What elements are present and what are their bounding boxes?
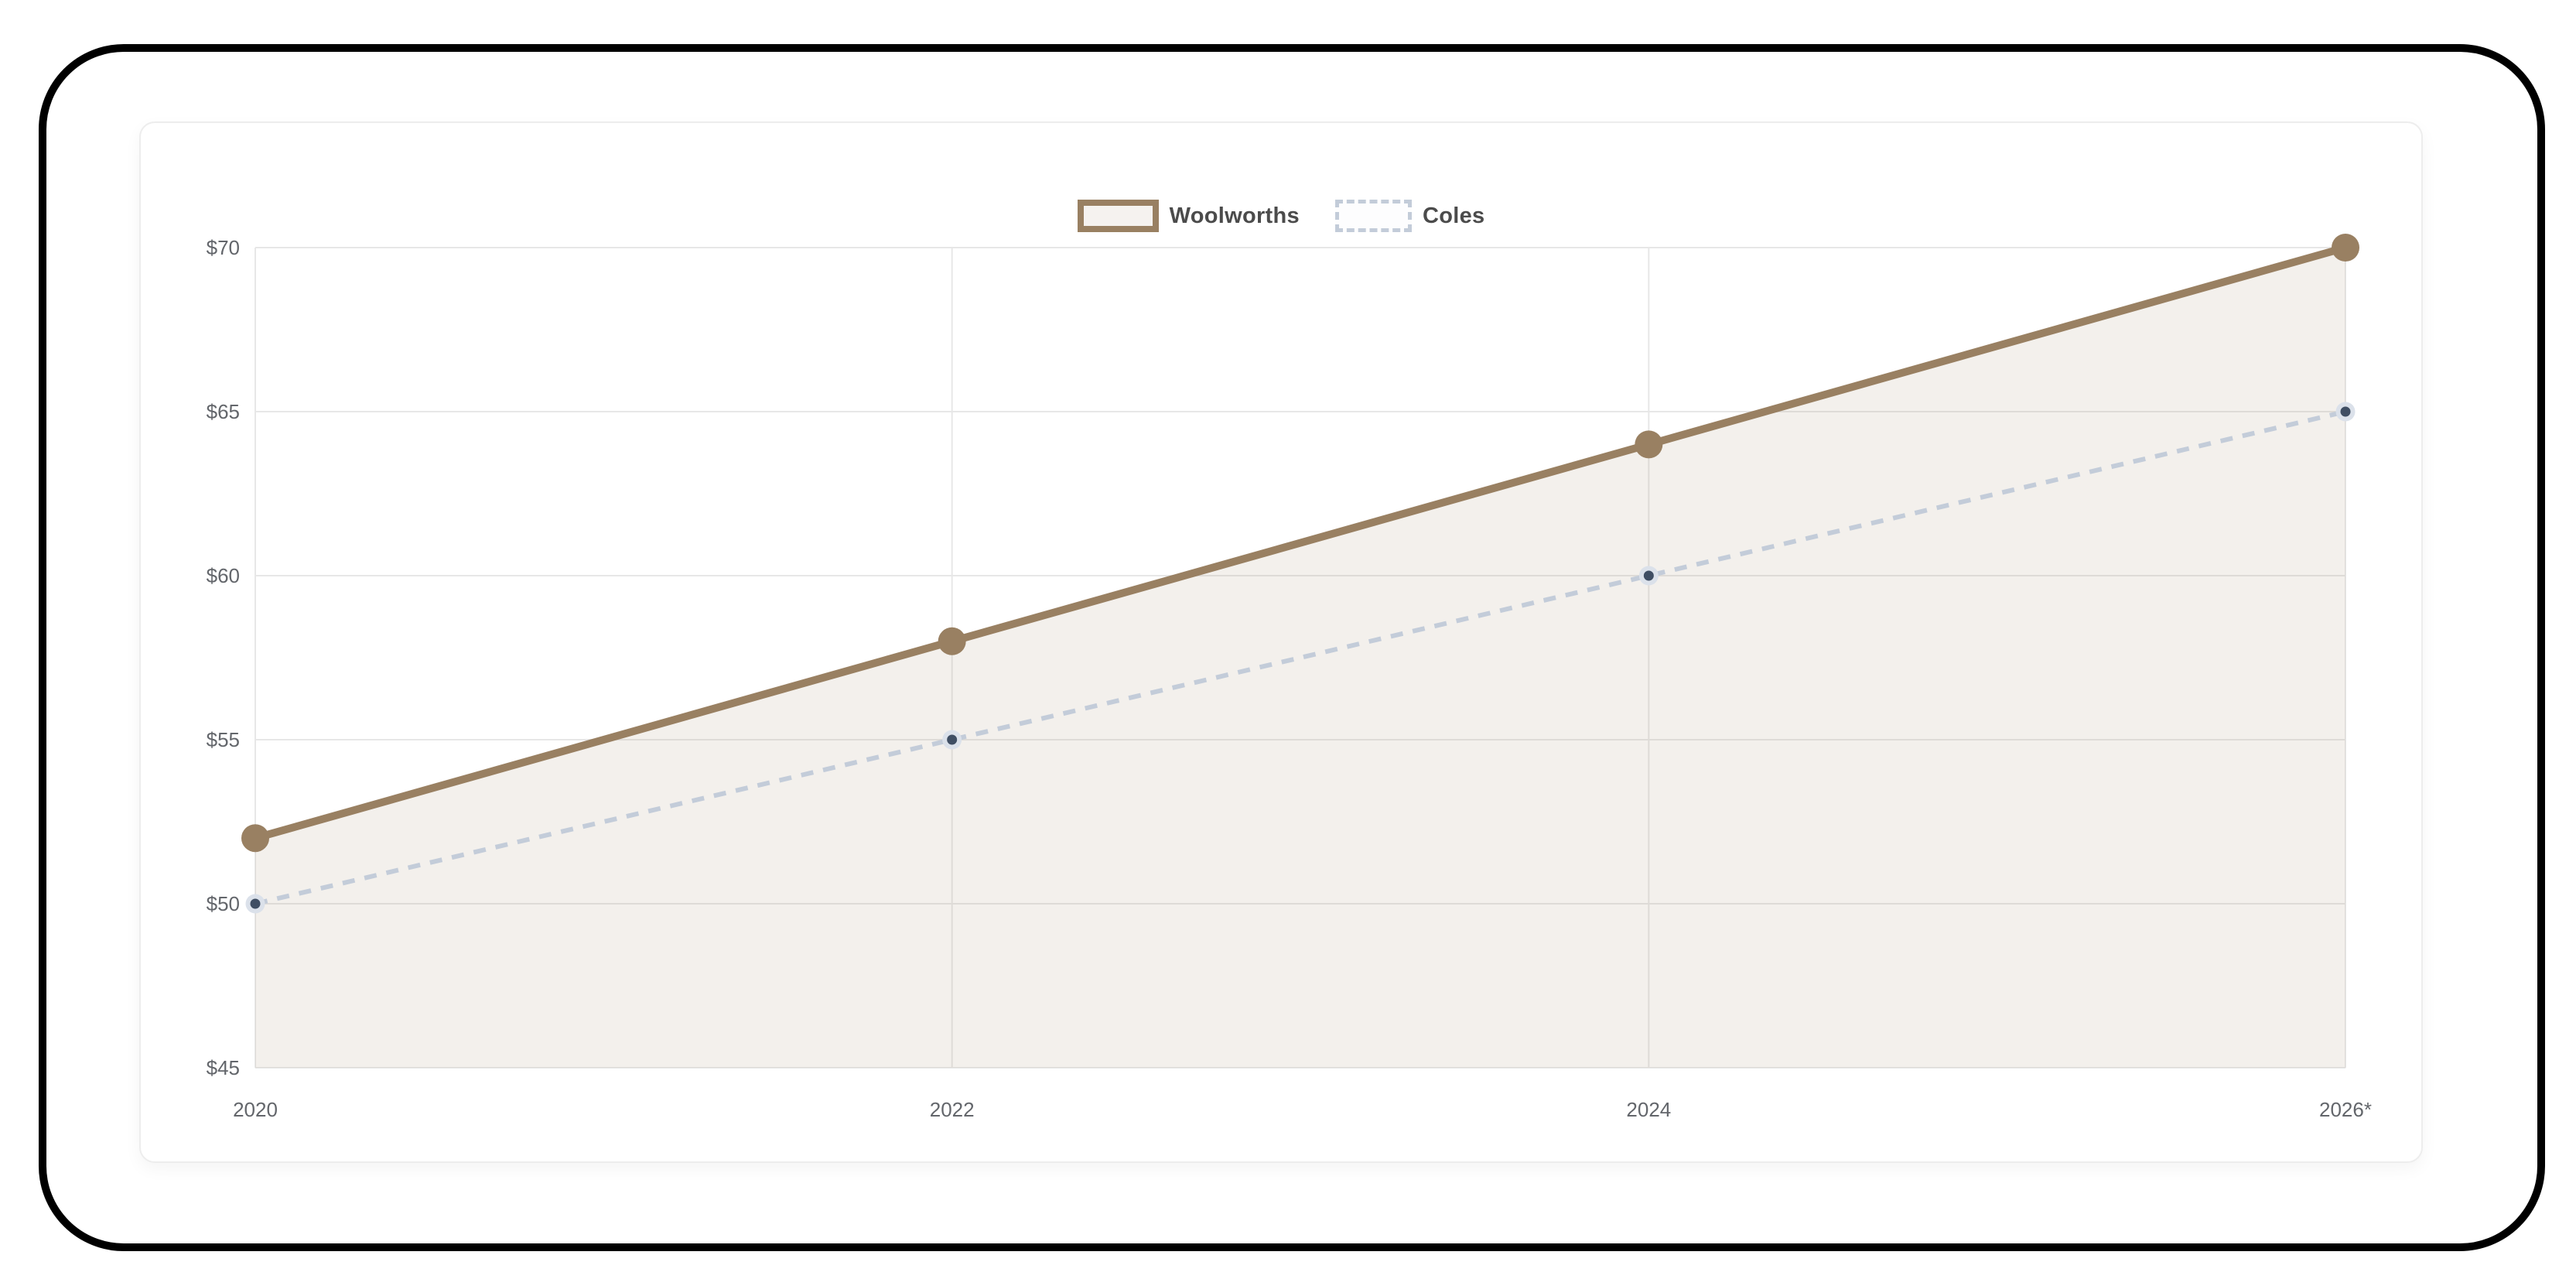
y-tick-label: $55 [207,728,240,751]
woolworths-swatch-icon [1077,200,1159,232]
coles-swatch-icon [1334,200,1412,232]
y-tick-label: $65 [207,400,240,423]
woolworths-point [2332,234,2359,262]
woolworths-line [251,244,2349,843]
x-tick-label: 2024 [1626,1098,1671,1121]
y-tick-label: $60 [207,564,240,587]
decorative-black-frame [39,44,2545,1251]
legend-item-coles[interactable]: Coles [1334,200,1485,232]
chart-card: Woolworths Coles [139,121,2423,1163]
y-tick-label: $70 [207,236,240,259]
x-tick-label: 2022 [930,1098,975,1121]
woolworths-point [1635,430,1663,459]
x-tick-label: 2020 [233,1098,278,1121]
chart-legend: Woolworths Coles [141,200,2421,232]
coles-point-center [947,734,958,745]
x-tick-label: 2026* [2319,1098,2372,1121]
legend-label-coles: Coles [1422,203,1485,228]
legend-item-woolworths[interactable]: Woolworths [1077,200,1300,232]
y-tick-label: $50 [207,892,240,915]
woolworths-area-fill [255,248,2345,1068]
woolworths-point [241,824,269,853]
legend-label-woolworths: Woolworths [1169,203,1300,228]
coles-point-center [2340,406,2351,417]
woolworths-point [938,627,966,655]
y-tick-label: $45 [207,1056,240,1079]
coles-point-center [1643,570,1654,581]
coles-point-center [250,898,261,909]
